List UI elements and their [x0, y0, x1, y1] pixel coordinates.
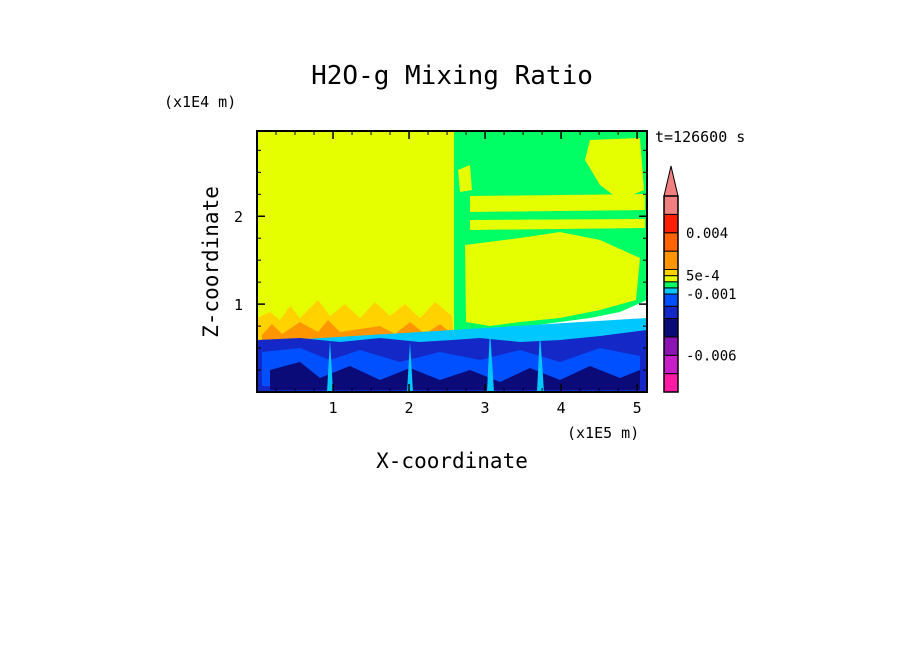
field-blob-right-5 [458, 165, 472, 192]
mixing-ratio-field [257, 131, 647, 392]
plot-frame [256, 130, 648, 393]
colorbar-swatch [663, 287, 679, 295]
colorbar-tick-label: 5e-4 [686, 269, 720, 285]
colorbar-swatch [663, 305, 679, 319]
x-tick-label: 5 [633, 399, 642, 417]
field-blob-right-2 [465, 232, 640, 326]
colorbar-swatch [663, 250, 679, 270]
field-region-upper-left [257, 131, 454, 331]
colorbar-frame [663, 195, 679, 393]
time-label: t=126600 s [655, 128, 745, 146]
field-blob-right-3 [470, 194, 645, 212]
colorbar-swatch [663, 354, 679, 375]
colorbar-swatch [663, 275, 679, 283]
field-lower-dark [270, 362, 640, 390]
y-tick-label: 2 [234, 208, 243, 226]
x-axis-ticks: 1 2 3 4 5 [275, 131, 642, 417]
colorbar-swatch [663, 213, 679, 234]
colorbar-extend-arrow [663, 165, 679, 197]
y-axis-label: Z-coordinate [199, 186, 223, 338]
y-axis-ticks: 12 [234, 149, 647, 371]
x-tick-label: 1 [329, 399, 338, 417]
y-scale-label: (x1E4 m) [164, 93, 236, 111]
x-axis-label: X-coordinate [376, 449, 528, 473]
field-blob-right-4 [470, 219, 645, 230]
colorbar-swatch [663, 293, 679, 307]
colorbar-swatch [663, 195, 679, 215]
colorbar-tick-label: 0.004 [686, 226, 728, 242]
colorbar-swatch [663, 232, 679, 252]
y-tick-label: 1 [234, 296, 243, 314]
colorbar-tick-label: -0.001 [686, 287, 737, 303]
x-tick-label: 3 [481, 399, 490, 417]
colorbar-swatch [663, 269, 679, 277]
x-tick-label: 2 [405, 399, 414, 417]
colorbar-swatch [663, 281, 679, 289]
colorbar-tick-label: -0.006 [686, 348, 737, 364]
colorbar-swatch [663, 336, 679, 356]
colorbar-swatch [663, 318, 679, 338]
colorbar-swatch [663, 373, 679, 393]
x-scale-label: (x1E5 m) [567, 424, 639, 442]
field-lower-streaks [327, 330, 544, 392]
colorbar: 0.004 5e-4 -0.001 -0.006 [663, 165, 737, 393]
x-tick-label: 4 [557, 399, 566, 417]
field-blob-right-1 [585, 138, 644, 200]
chart-title: H2O-g Mixing Ratio [311, 61, 593, 91]
